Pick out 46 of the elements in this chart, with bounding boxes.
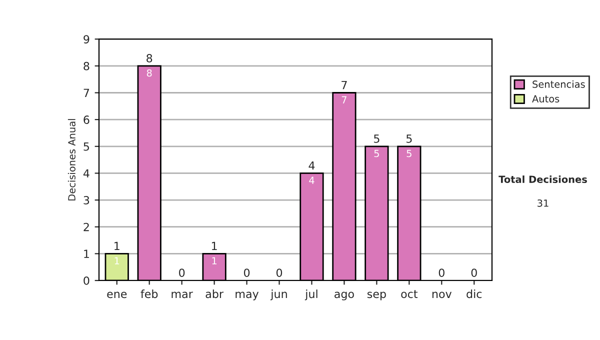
data-label: 1 [114,257,120,264]
y-tick-label: 7 [84,88,90,97]
x-tick-label: jul [304,290,318,300]
y-tick-label: 0 [84,276,90,285]
total-label: 7 [342,80,347,90]
text: Total Decisiones [498,175,587,184]
legend-label: Sentencias [532,80,585,88]
x-tick-label: ene [107,292,127,298]
total-label: 0 [471,268,477,278]
x-tick-label: oct [401,290,418,298]
data-label: 7 [342,96,346,104]
y-tick-label: 3 [84,196,90,204]
data-label: 1 [212,257,216,264]
y-tick-label: 6 [84,116,90,124]
total-label: 5 [374,134,380,143]
y-tick-label: 2 [84,222,89,232]
y-tick-label: 4 [83,169,90,178]
y-tick-label: 1 [84,250,89,258]
data-label: 8 [146,69,152,77]
text: 31 [538,199,548,207]
total-label: 8 [146,54,152,62]
total-label: 0 [244,268,250,278]
x-tick-label: may [236,292,259,300]
data-label: 4 [309,176,314,184]
y-axis-title: Decisiones Anual [68,119,76,200]
total-label: 4 [308,161,315,170]
total-label: 5 [406,134,412,143]
y-tick-label: 8 [84,62,90,70]
y-tick-label: 5 [84,142,89,151]
x-tick-label: mar [172,292,193,298]
total-label: 1 [212,242,217,250]
x-tick-label: sep [367,292,386,300]
x-tick-label: abr [206,290,224,298]
x-tick-label: jun [270,290,287,300]
y-tick-label: 9 [84,35,90,44]
x-tick-label: nov [432,292,452,298]
x-tick-label: feb [140,290,158,298]
total-label: 0 [438,268,444,278]
data-label: 5 [374,150,379,158]
x-tick-label: dic [466,290,482,298]
legend-label: Autos [532,95,560,102]
data-label: 5 [406,150,412,158]
total-label: 0 [179,268,185,278]
total-label: 1 [114,242,120,250]
total-label: 0 [276,268,282,278]
x-tick-label: ago [334,292,354,300]
